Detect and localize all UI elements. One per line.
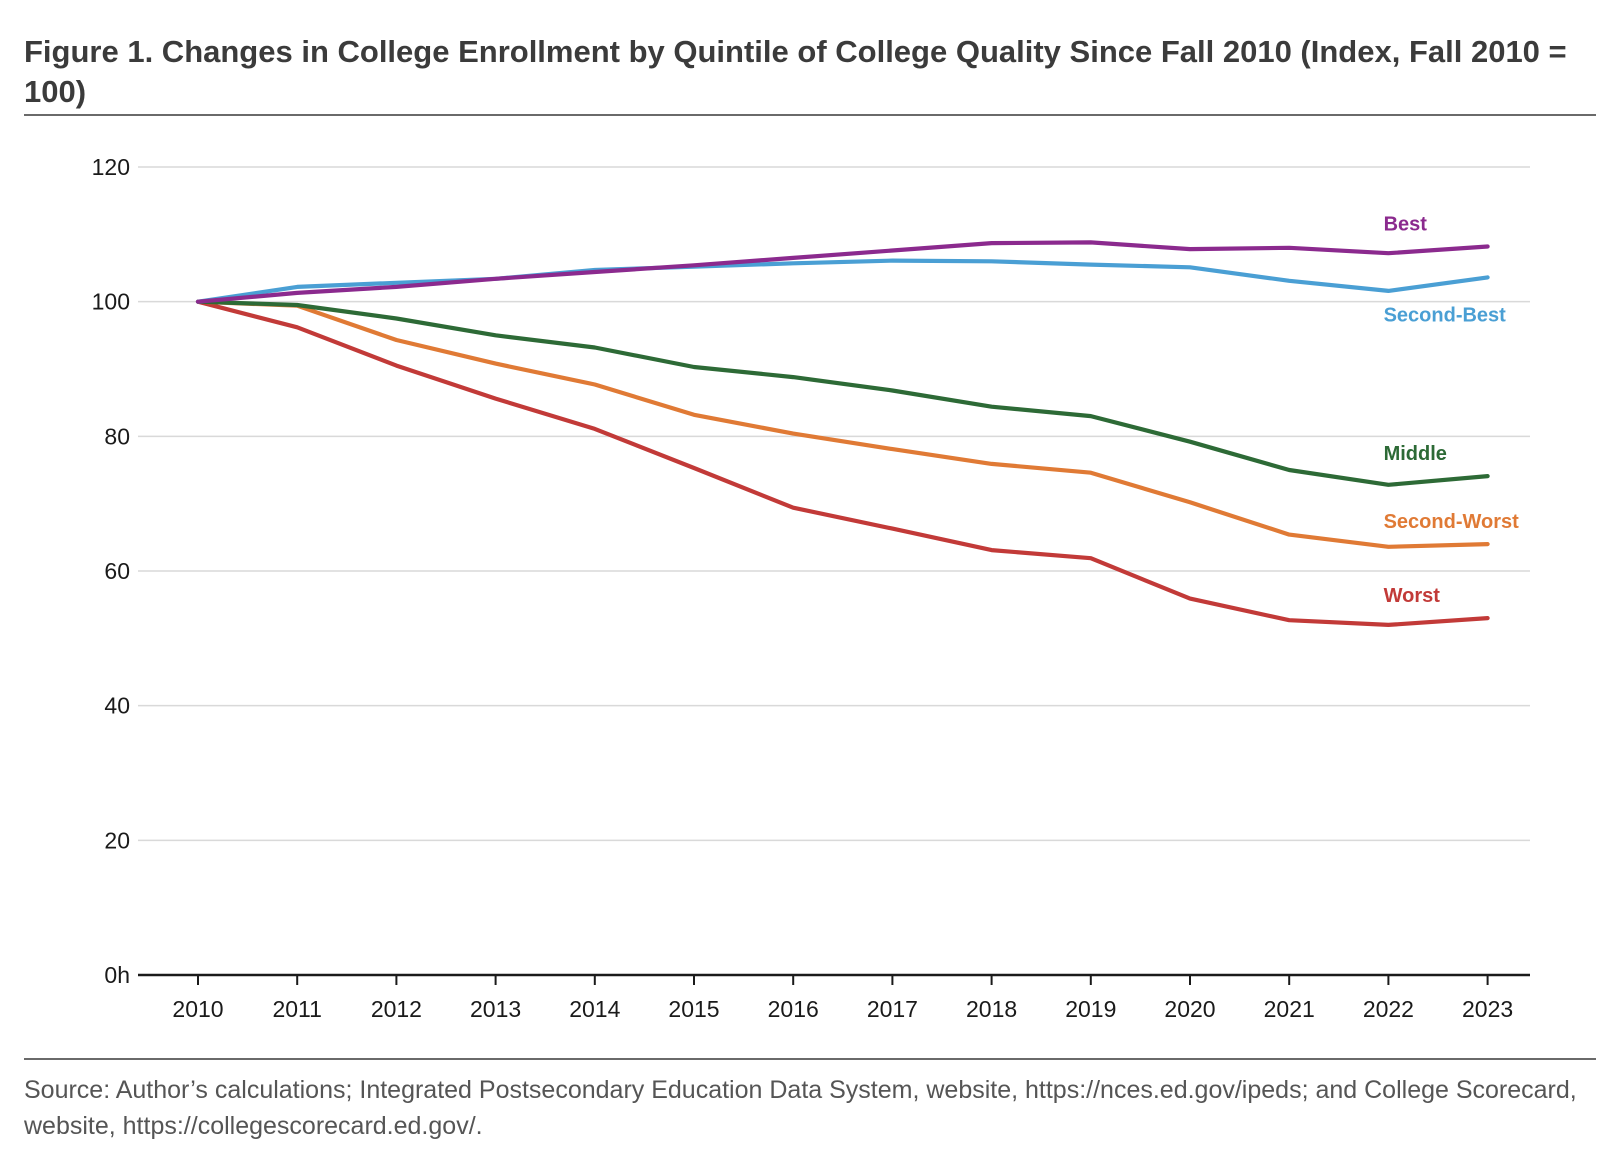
series-line-worst bbox=[195, 299, 1490, 628]
x-tick-label: 2020 bbox=[1164, 996, 1215, 1022]
chart-title: Figure 1. Changes in College Enrollment … bbox=[24, 34, 1567, 109]
y-tick-label: 40 bbox=[104, 693, 130, 719]
x-tick-label: 2016 bbox=[768, 996, 819, 1022]
y-tick-label: 20 bbox=[104, 827, 130, 853]
x-tick-label: 2012 bbox=[371, 996, 422, 1022]
title-divider bbox=[24, 114, 1596, 116]
series-line-second-best bbox=[195, 258, 1490, 304]
y-tick-label: 60 bbox=[104, 558, 130, 584]
x-tick-label: 2010 bbox=[172, 996, 223, 1022]
y-tick-label: 80 bbox=[104, 423, 130, 449]
series-labels: Best Second-Best Middle Second-Worst Worst bbox=[1384, 213, 1520, 607]
y-tick-label: 120 bbox=[92, 154, 130, 180]
x-tick-label: 2018 bbox=[966, 996, 1017, 1022]
series-label-second-best: Second-Best bbox=[1384, 304, 1507, 326]
series-label-best: Best bbox=[1384, 213, 1428, 235]
y-tick-label: 100 bbox=[92, 289, 130, 315]
x-tick-label: 2023 bbox=[1462, 996, 1513, 1022]
x-tick-label: 2011 bbox=[272, 996, 321, 1022]
x-tick-label: 2014 bbox=[569, 996, 620, 1022]
x-tick-label: 2019 bbox=[1065, 996, 1116, 1022]
series-line-middle bbox=[195, 299, 1490, 487]
series-lines bbox=[195, 240, 1490, 628]
series-label-worst: Worst bbox=[1384, 585, 1441, 607]
y-tick-label: 0h bbox=[104, 962, 130, 988]
x-tick-label: 2013 bbox=[470, 996, 521, 1022]
x-tick-label: 2017 bbox=[867, 996, 918, 1022]
x-tick-label: 2015 bbox=[668, 996, 719, 1022]
x-tick-label: 2021 bbox=[1264, 996, 1315, 1022]
source-divider bbox=[24, 1058, 1596, 1060]
line-chart: 120 100 80 60 40 20 0h 2010 2011 2012 2013 2014 2015… bbox=[92, 154, 1530, 1022]
x-tick-label: 2022 bbox=[1363, 996, 1414, 1022]
axes: 120 100 80 60 40 20 0h 2010 2011 2012 2013 2014 2015… bbox=[92, 154, 1530, 1022]
source-note: Source: Author’s calculations; Integrate… bbox=[24, 1076, 1577, 1140]
gridlines bbox=[138, 166, 1530, 842]
series-label-second-worst: Second-Worst bbox=[1384, 511, 1520, 533]
series-line-second-worst bbox=[195, 299, 1490, 549]
series-line-best bbox=[195, 240, 1490, 304]
series-label-middle: Middle bbox=[1384, 443, 1447, 465]
